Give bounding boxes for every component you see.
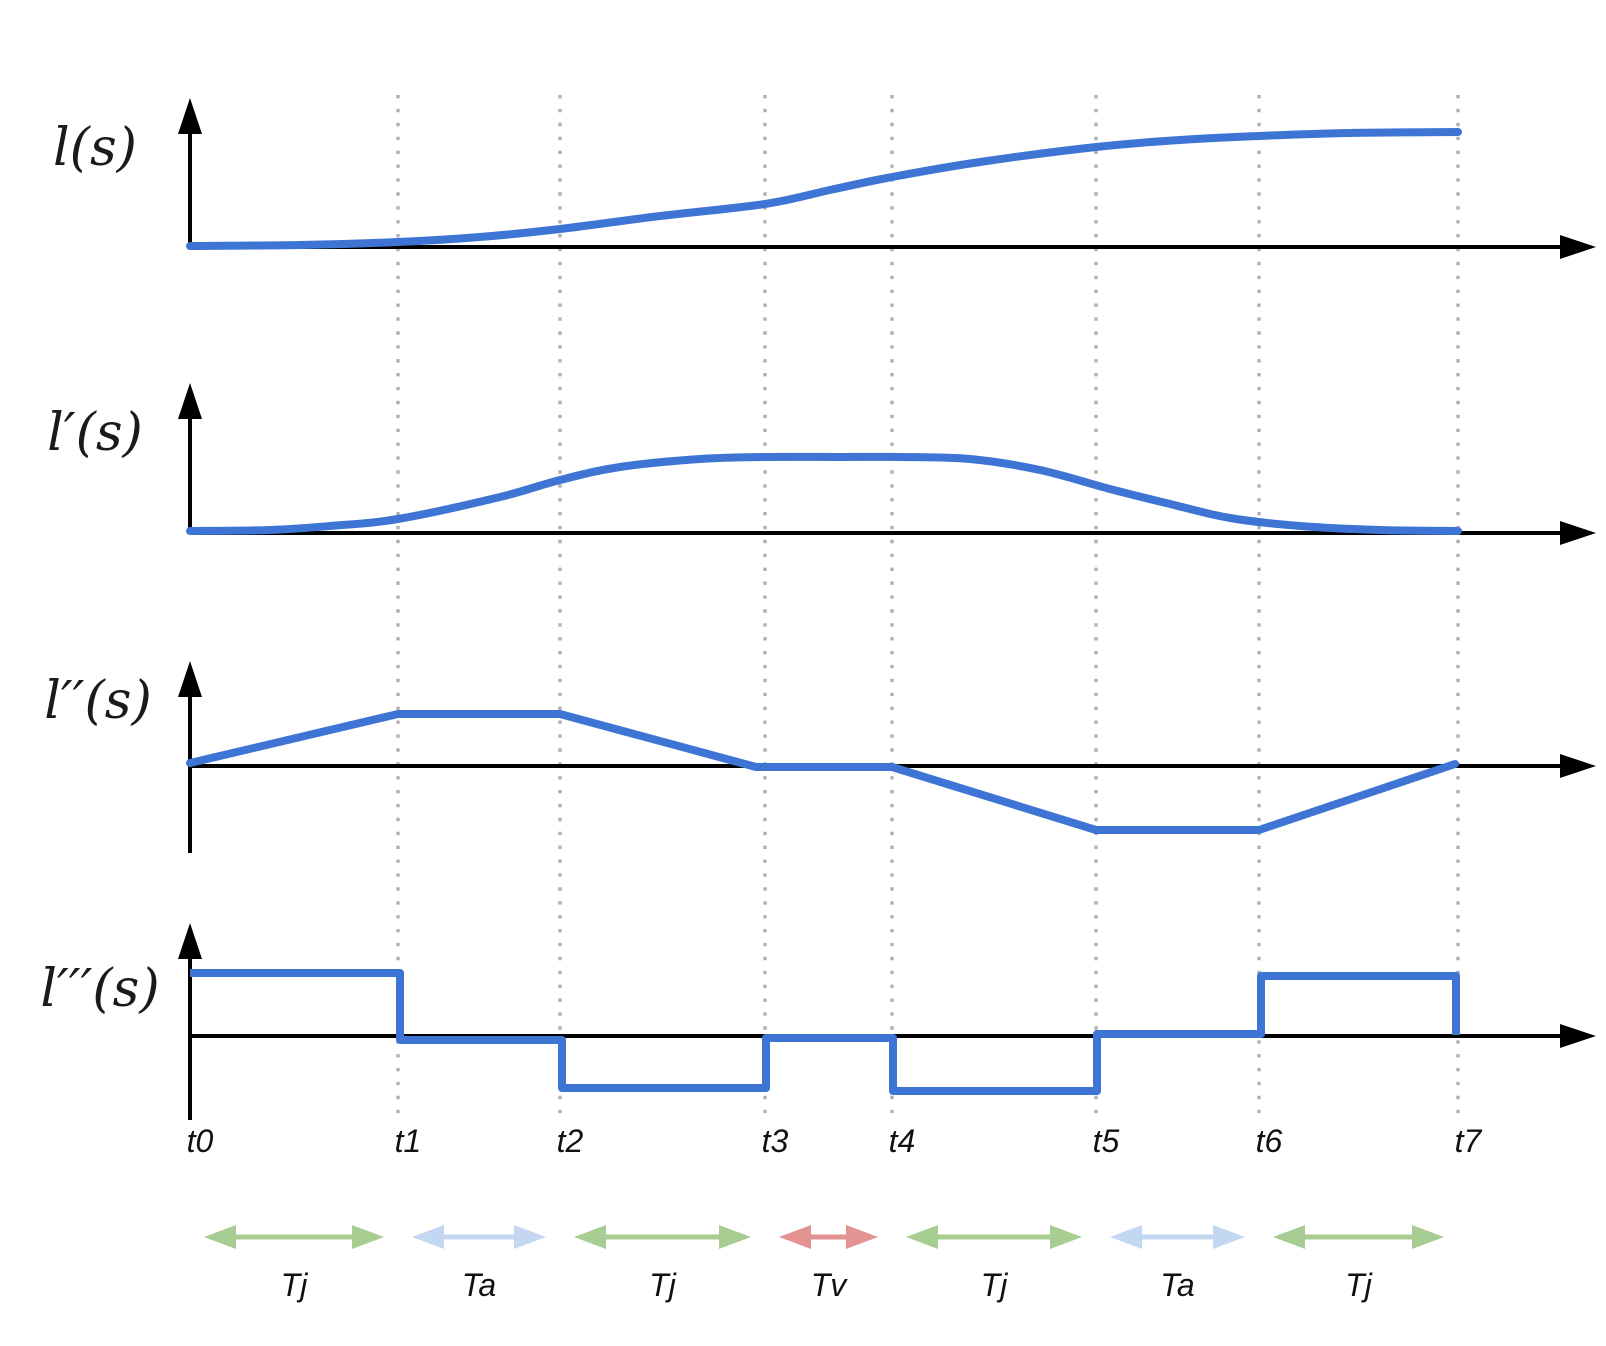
y-axis-arrowhead-icon [178, 923, 202, 959]
arrow-left-head-icon [1110, 1225, 1142, 1249]
time-label: t4 [889, 1123, 916, 1159]
x-axis-arrowhead-icon [1560, 521, 1596, 545]
duration-arrow-ta: Ta [412, 1225, 546, 1303]
duration-arrow-tj: Tj [1273, 1225, 1444, 1303]
arrow-right-head-icon [352, 1225, 384, 1249]
arrow-left-head-icon [412, 1225, 444, 1249]
time-axis-labels: t0 t1 t2 t3 t4 t5 t6 t7 [187, 1123, 1483, 1159]
duration-label: Tj [981, 1267, 1009, 1303]
time-label: t2 [557, 1123, 584, 1159]
time-label: t0 [187, 1123, 214, 1159]
arrow-right-head-icon [1213, 1225, 1245, 1249]
duration-arrow-tj: Tj [906, 1225, 1082, 1303]
arrow-right-head-icon [1050, 1225, 1082, 1249]
y-axis-arrowhead-icon [178, 661, 202, 697]
curve-position [186, 128, 1462, 250]
panel-acceleration: l′′(s) [44, 661, 1596, 853]
panel-velocity: l′(s) [47, 383, 1596, 545]
duration-arrow-tv: Tv [779, 1225, 878, 1303]
plot-panels: l(s) l′(s) l′′(s) l′′′(s) [40, 98, 1596, 1120]
duration-label: Tv [811, 1267, 849, 1303]
panel-jerk: l′′′(s) [40, 923, 1596, 1120]
arrow-left-head-icon [204, 1225, 236, 1249]
duration-label: Tj [1345, 1267, 1373, 1303]
arrow-right-head-icon [719, 1225, 751, 1249]
duration-label: Tj [281, 1267, 309, 1303]
duration-arrow-tj: Tj [204, 1225, 384, 1303]
duration-arrow-tj: Tj [574, 1225, 751, 1303]
duration-label: Tj [649, 1267, 677, 1303]
x-axis-arrowhead-icon [1560, 754, 1596, 778]
curve-velocity [186, 452, 1462, 535]
y-axis-arrowhead-icon [178, 98, 202, 134]
arrow-left-head-icon [574, 1225, 606, 1249]
arrow-right-head-icon [1412, 1225, 1444, 1249]
time-label: t6 [1256, 1123, 1283, 1159]
time-label: t3 [762, 1123, 789, 1159]
panel-label-acceleration: l′′(s) [44, 671, 152, 731]
y-axis-arrowhead-icon [178, 383, 202, 419]
panel-label-position: l(s) [53, 118, 137, 178]
arrow-right-head-icon [846, 1225, 878, 1249]
duration-label: Ta [1160, 1267, 1194, 1303]
arrow-left-head-icon [1273, 1225, 1305, 1249]
time-label: t5 [1093, 1123, 1120, 1159]
arrow-left-head-icon [906, 1225, 938, 1249]
time-label: t7 [1455, 1123, 1483, 1159]
panel-label-velocity: l′(s) [47, 403, 143, 463]
arrow-right-head-icon [514, 1225, 546, 1249]
arrow-left-head-icon [779, 1225, 811, 1249]
panel-label-jerk: l′′′(s) [40, 959, 159, 1019]
curve-jerk [190, 969, 1460, 1095]
x-axis-arrowhead-icon [1560, 1024, 1596, 1048]
curve-acceleration [186, 710, 1459, 834]
time-label: t1 [395, 1123, 422, 1159]
panel-position: l(s) [53, 98, 1596, 259]
duration-arrows: Tj Ta Tj Tv Tj Ta Tj [204, 1225, 1444, 1303]
duration-label: Ta [462, 1267, 496, 1303]
x-axis-arrowhead-icon [1560, 235, 1596, 259]
duration-arrow-ta: Ta [1110, 1225, 1245, 1303]
